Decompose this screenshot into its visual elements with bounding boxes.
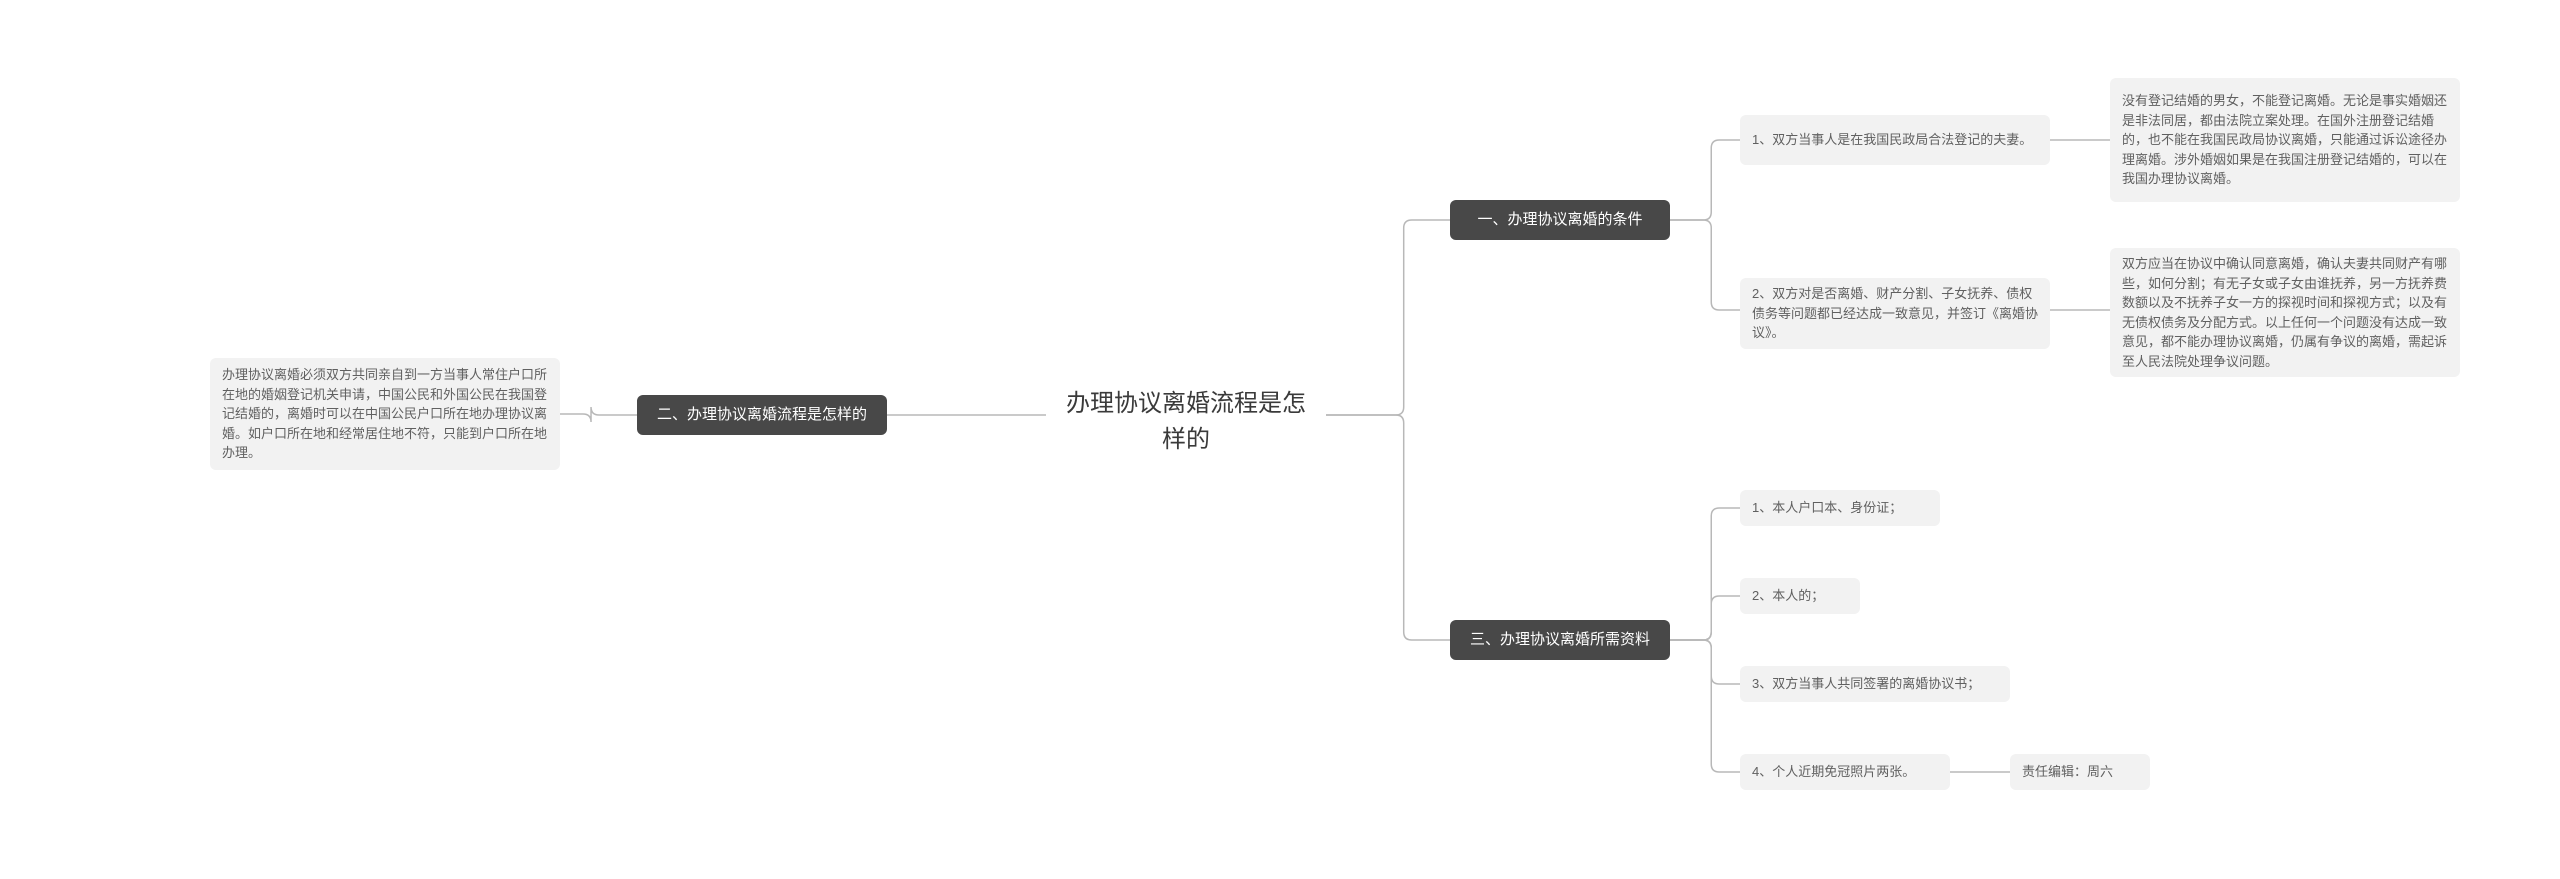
- edge-s2-s2d: [560, 407, 637, 422]
- node-s1_2d: 双方应当在协议中确认同意离婚，确认夫妻共同财产有哪些，如何分割；有无子女或子女由…: [2110, 248, 2460, 377]
- edge-s3-s3_2: [1670, 596, 1740, 640]
- node-s3_2: 2、本人的；: [1740, 578, 1860, 614]
- node-s1_1: 1、双方当事人是在我国民政局合法登记的夫妻。: [1740, 115, 2050, 165]
- edge-s3-s3_3: [1670, 640, 1740, 684]
- mindmap-canvas: 办理协议离婚流程是怎样的 一、办理协议离婚的条件 1、双方当事人是在我国民政局合法登…: [0, 0, 2560, 879]
- node-s3_4: 4、个人近期免冠照片两张。: [1740, 754, 1950, 790]
- node-root: 办理协议离婚流程是怎样的: [1046, 380, 1326, 464]
- node-s3_3: 3、双方当事人共同签署的离婚协议书；: [1740, 666, 2010, 702]
- node-s1: 一、办理协议离婚的条件: [1450, 200, 1670, 240]
- node-s1_2: 2、双方对是否离婚、财产分割、子女抚养、债权债务等问题都已经达成一致意见，并签订…: [1740, 278, 2050, 349]
- node-s3: 三、办理协议离婚所需资料: [1450, 620, 1670, 660]
- node-s2d: 办理协议离婚必须双方共同亲自到一方当事人常住户口所在地的婚姻登记机关申请，中国公…: [210, 358, 560, 470]
- node-s3_1: 1、本人户口本、身份证；: [1740, 490, 1940, 526]
- node-s3_4d: 责任编辑：周六: [2010, 754, 2150, 790]
- edge-root-s3: [1326, 415, 1450, 640]
- edge-s3-s3_1: [1670, 508, 1740, 640]
- edge-root-s1: [1326, 220, 1450, 415]
- edge-s1-s1_2: [1670, 220, 1740, 310]
- node-s1_1d: 没有登记结婚的男女，不能登记离婚。无论是事实婚姻还是非法同居，都由法院立案处理。…: [2110, 78, 2460, 202]
- edge-s1-s1_1: [1670, 140, 1740, 220]
- edge-s3-s3_4: [1670, 640, 1740, 772]
- node-s2: 二、办理协议离婚流程是怎样的: [637, 395, 887, 435]
